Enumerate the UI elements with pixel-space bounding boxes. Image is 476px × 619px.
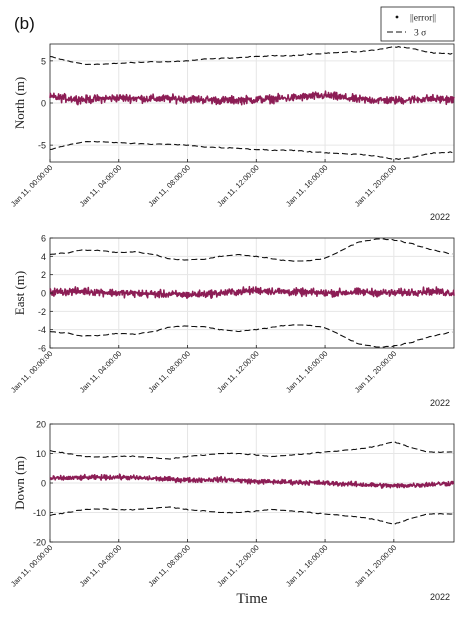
- y-tick-label: -6: [38, 344, 46, 354]
- legend-dot-marker: [395, 15, 399, 19]
- legend-box: [380, 6, 455, 42]
- x-tick-label: Jan 11, 08:00:00: [146, 163, 191, 208]
- series-3sigma-upper: [49, 46, 453, 66]
- legend-item-error: ||error||: [410, 14, 436, 24]
- x-tick-label: Jan 11, 08:00:00: [146, 349, 191, 394]
- y-tick-label: -4: [38, 325, 46, 335]
- y-tick-label: 10: [36, 449, 46, 459]
- y-tick-label: 0: [41, 479, 46, 489]
- y-axis-label: Down (m): [12, 456, 27, 510]
- subplot-north: -5 0 5 North (m) Jan 11, 00:00:00 Jan 11, 04:…: [9, 43, 455, 222]
- year-label: 2022: [430, 592, 450, 602]
- y-tick-label: -2: [38, 307, 46, 317]
- y-tick-label: 4: [41, 252, 46, 262]
- x-tick-label: Jan 11, 00:00:00: [9, 163, 54, 208]
- x-tick-label: Jan 11, 16:00:00: [284, 543, 329, 588]
- x-tick-label: Jan 11, 04:00:00: [78, 349, 123, 394]
- y-tick-label: -10: [33, 508, 46, 518]
- series-3sigma-lower: [49, 140, 453, 160]
- y-axis-label: East (m): [12, 271, 27, 315]
- legend: ||error|| 3 σ: [380, 6, 455, 42]
- series-error: [49, 90, 455, 106]
- y-tick-label: -20: [33, 538, 46, 548]
- x-tick-label: Jan 11, 12:00:00: [215, 543, 260, 588]
- y-tick-label: 5: [41, 56, 46, 66]
- x-tick-label: Jan 11, 20:00:00: [353, 349, 398, 394]
- y-tick-label: -5: [38, 141, 46, 151]
- x-tick-label: Jan 11, 00:00:00: [9, 349, 54, 394]
- x-tick-label: Jan 11, 12:00:00: [215, 163, 260, 208]
- panel-label: (b): [14, 14, 35, 33]
- x-tick-label: Jan 11, 16:00:00: [284, 349, 329, 394]
- subplot-east: -6 -4 -2 0 2 4 6 East (m) Jan 11, 00:00:00 Jan 11…: [9, 234, 455, 408]
- y-tick-label: 0: [41, 289, 46, 299]
- series-3sigma-lower: [49, 506, 453, 525]
- series-3sigma-upper: [49, 441, 453, 460]
- series-error: [49, 285, 455, 300]
- y-axis-label: North (m): [12, 77, 27, 129]
- y-tick-label: 20: [36, 420, 46, 430]
- x-tick-label: Jan 11, 20:00:00: [353, 543, 398, 588]
- series-3sigma-lower: [49, 324, 453, 348]
- x-tick-label: Jan 11, 04:00:00: [78, 163, 123, 208]
- y-tick-label: 0: [41, 99, 46, 109]
- x-tick-label: Jan 11, 08:00:00: [146, 543, 191, 588]
- y-tick-label: 6: [41, 234, 46, 244]
- x-tick-label: Jan 11, 12:00:00: [215, 349, 260, 394]
- x-axis-label: Time: [236, 591, 267, 607]
- x-tick-label: Jan 11, 04:00:00: [78, 543, 123, 588]
- y-tick-label: 2: [41, 270, 46, 280]
- legend-item-sigma: 3 σ: [414, 29, 426, 39]
- series-3sigma-upper: [49, 238, 453, 262]
- x-tick-label: Jan 11, 20:00:00: [353, 163, 398, 208]
- x-tick-label: Jan 11, 16:00:00: [284, 163, 329, 208]
- subplot-down: -20 -10 0 10 20 Down (m) Jan 11, 00:00:00 Jan 1…: [9, 420, 455, 602]
- x-tick-label: Jan 11, 00:00:00: [9, 543, 54, 588]
- series-error: [49, 473, 455, 489]
- year-label: 2022: [430, 398, 450, 408]
- year-label: 2022: [430, 212, 450, 222]
